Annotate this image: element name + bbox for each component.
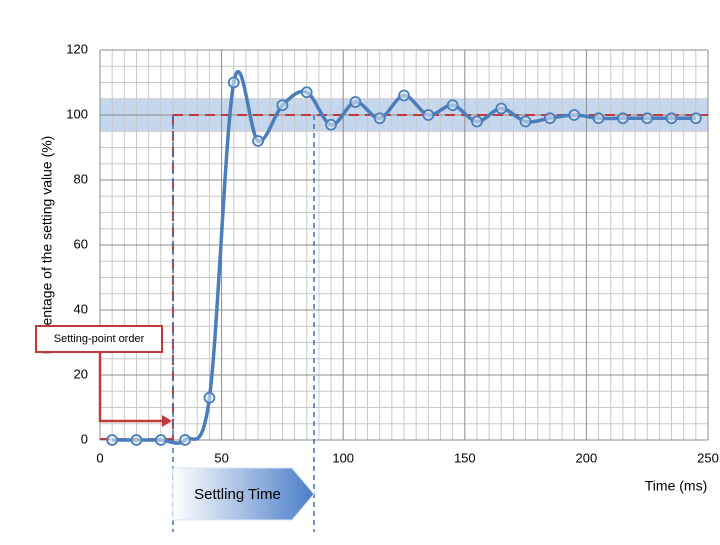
- y-tick-label: 0: [81, 431, 88, 446]
- settling-arrow: [172, 467, 315, 521]
- data-point: [519, 115, 532, 128]
- y-axis-title: Percentage of the setting value (%): [39, 136, 55, 355]
- data-point: [373, 112, 386, 125]
- data-point: [495, 102, 508, 115]
- y-tick-label: 100: [66, 106, 88, 121]
- arrowhead: [162, 415, 172, 427]
- x-tick-label: 150: [454, 450, 476, 465]
- data-point: [106, 434, 119, 446]
- data-point: [422, 109, 435, 121]
- data-point: [349, 96, 362, 108]
- x-tick-label: 0: [96, 450, 103, 465]
- data-point: [616, 112, 629, 125]
- data-point: [179, 434, 192, 446]
- annotation-arrow: [98, 352, 164, 423]
- data-point: [544, 112, 556, 125]
- y-tick-label: 60: [74, 236, 88, 251]
- y-tick-label: 120: [66, 41, 88, 56]
- data-point: [592, 112, 605, 125]
- y-tick-label: 40: [74, 301, 88, 316]
- y-tick-label: 20: [74, 366, 88, 381]
- data-point: [252, 135, 264, 147]
- data-point: [568, 109, 581, 121]
- data-point: [689, 112, 702, 125]
- data-point: [203, 391, 216, 404]
- data-point: [446, 99, 459, 112]
- data-point: [154, 434, 167, 446]
- data-point: [665, 112, 678, 125]
- data-point: [300, 86, 313, 99]
- data-point: [641, 112, 654, 125]
- settling-label: Settling Time: [194, 486, 281, 503]
- data-point: [227, 76, 240, 89]
- data-point: [325, 118, 337, 131]
- x-tick-label: 250: [697, 450, 719, 465]
- data-point: [471, 115, 483, 128]
- data-point: [130, 434, 143, 446]
- x-tick-label: 100: [332, 450, 354, 465]
- x-tick-label: 200: [576, 450, 598, 465]
- data-point: [276, 99, 289, 112]
- annotation: Setting-point order: [54, 333, 145, 345]
- data-point: [398, 89, 410, 102]
- y-tick-label: 80: [74, 171, 88, 186]
- x-axis-title: Time (ms): [645, 478, 707, 494]
- x-tick-label: 50: [214, 450, 228, 465]
